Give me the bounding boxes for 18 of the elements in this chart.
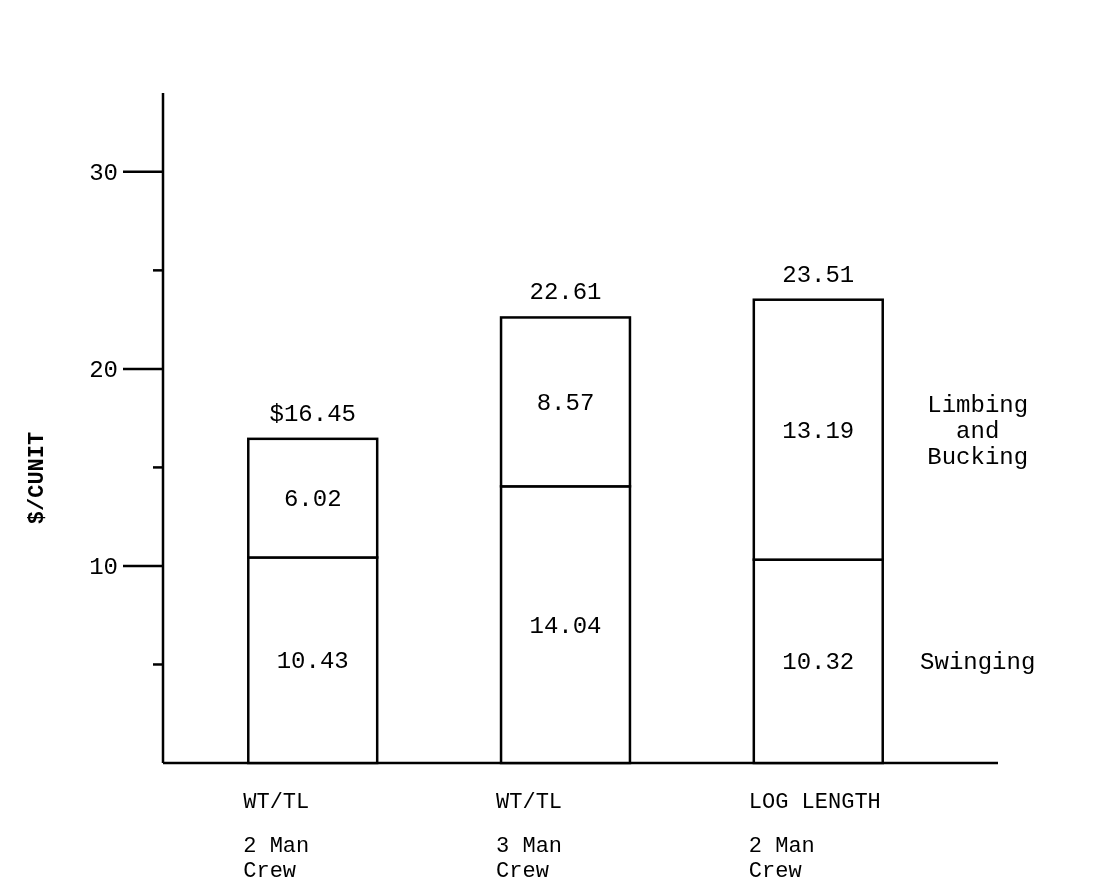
data-label: 10.43 [276,648,349,676]
total-label: 22.61 [529,279,602,307]
x-tick-label: WT/TL 3 Man Crew [496,790,563,884]
y-tick-label: 20 [89,356,118,384]
total-label: 23.51 [782,261,855,289]
data-label: 8.57 [536,389,595,417]
series-label: Swinging [920,649,1036,677]
x-tick-label: WT/TL 2 Man Crew [243,790,310,884]
total-label: $16.45 [269,400,356,428]
data-label: 13.19 [782,417,855,445]
data-label: 10.32 [782,649,855,677]
x-tick-label: LOG LENGTH 2 Man Crew [748,790,881,884]
series-label: Limbing and Bucking [927,391,1029,471]
data-label: 14.04 [529,612,602,640]
y-tick-label: 10 [89,553,118,581]
y-tick-label: 30 [89,159,118,187]
y-axis-title: $/CUNIT [25,431,50,525]
data-label: 6.02 [283,486,342,514]
